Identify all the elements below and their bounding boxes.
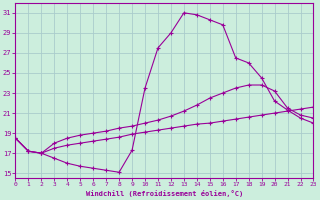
X-axis label: Windchill (Refroidissement éolien,°C): Windchill (Refroidissement éolien,°C) — [86, 190, 243, 197]
